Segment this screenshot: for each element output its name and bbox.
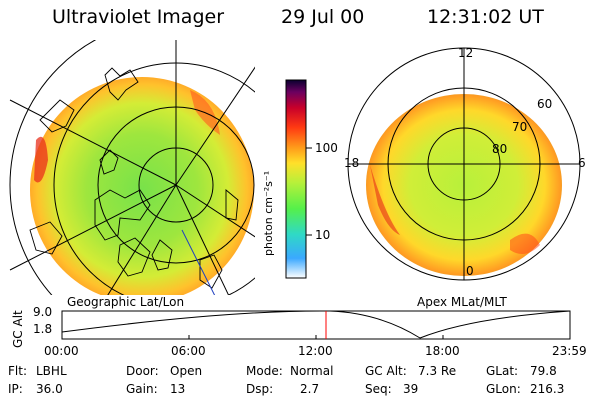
mlat-label-80: 80 xyxy=(492,142,508,156)
instrument-title: Ultraviolet Imager xyxy=(52,6,225,28)
glon-value: 216.3 xyxy=(530,382,565,396)
flt-label: Flt: xyxy=(8,364,27,378)
mode-value: Normal xyxy=(290,364,334,378)
orbit-ylabel: GC Alt xyxy=(11,310,25,348)
seq-value: 39 xyxy=(403,382,419,396)
colorbar: photon cm⁻²s⁻¹ xyxy=(262,79,312,279)
gcalt-value: 7.3 Re xyxy=(418,364,457,378)
orbit-plot-frame xyxy=(61,310,571,340)
orbit-altitude-plot: GC Alt xyxy=(11,310,571,348)
dsp-label: Dsp: xyxy=(246,382,274,396)
aurora-hotspot-west xyxy=(34,136,48,183)
door-label: Door: xyxy=(126,364,159,378)
orbit-xtick-2359: 23:59 xyxy=(552,344,587,358)
mlt-label-18: 18 xyxy=(344,156,360,170)
aurora-hotspot-dawn xyxy=(510,233,540,254)
gain-value: 13 xyxy=(170,382,186,396)
colorbar-tick-10: 10 xyxy=(315,228,331,242)
gain-label: Gain: xyxy=(126,382,158,396)
colorbar-unit-label: photon cm⁻²s⁻¹ xyxy=(262,171,275,256)
mlat-label-60: 60 xyxy=(537,97,553,111)
orbit-xtick-1200: 12:00 xyxy=(298,344,333,358)
mlat-label-70: 70 xyxy=(512,120,528,134)
door-value: Open xyxy=(170,364,203,378)
ip-value: 36.0 xyxy=(36,382,63,396)
terminator-line xyxy=(181,229,216,295)
apex-polar-panel xyxy=(347,47,581,281)
aurora-image xyxy=(30,77,254,295)
glat-label: GLat: xyxy=(486,364,519,378)
glon-label: GLon: xyxy=(486,382,521,396)
gcalt-label: GC Alt: xyxy=(365,364,407,378)
mlt-label-0: 0 xyxy=(466,264,474,278)
date-label: 29 Jul 00 xyxy=(281,6,365,28)
ip-label: IP: xyxy=(8,382,23,396)
orbit-altitude-curve xyxy=(61,310,571,339)
orbit-ytick-top: 9.0 xyxy=(33,305,53,319)
time-label: 12:31:02 UT xyxy=(427,6,544,28)
mode-label: Mode: xyxy=(246,364,283,378)
glat-value: 79.8 xyxy=(530,364,557,378)
geographic-panel-label: Geographic Lat/Lon xyxy=(67,295,185,309)
orbit-ytick-bottom: 1.8 xyxy=(33,322,53,336)
orbit-xtick-0000: 00:00 xyxy=(44,344,79,358)
dsp-value: 2.7 xyxy=(300,382,320,396)
orbit-xtick-1800: 18:00 xyxy=(425,344,460,358)
geographic-image-panel xyxy=(9,40,255,295)
mlt-label-6: 6 xyxy=(578,156,586,170)
colorbar-tick-100: 100 xyxy=(315,141,338,155)
flt-value: LBHL xyxy=(36,364,67,378)
orbit-xtick-0600: 06:00 xyxy=(171,344,206,358)
mlt-label-12: 12 xyxy=(458,46,474,60)
apex-panel-label: Apex MLat/MLT xyxy=(417,295,507,309)
seq-label: Seq: xyxy=(365,382,392,396)
